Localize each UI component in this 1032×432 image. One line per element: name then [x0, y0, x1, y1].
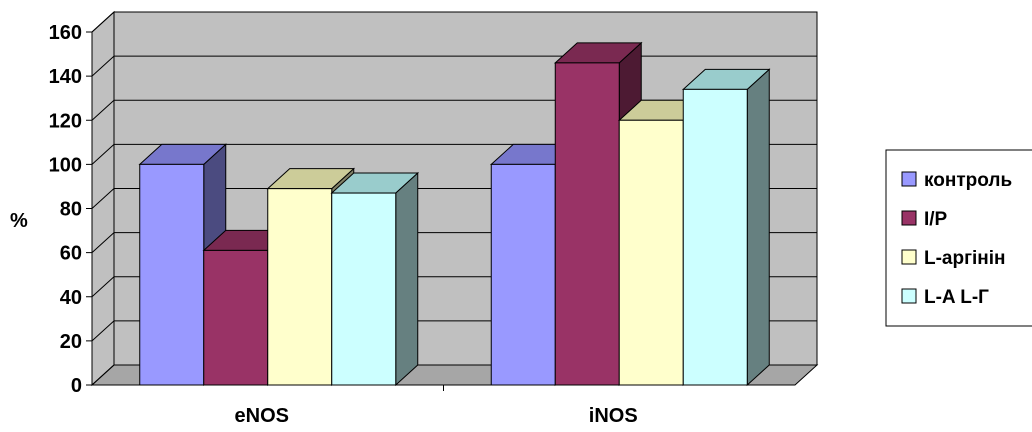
bars: [138, 41, 771, 387]
x-tick-label: iNOS: [589, 405, 638, 427]
bar-front: [331, 192, 397, 386]
y-tick-label: 140: [49, 66, 82, 88]
bar-front: [139, 163, 205, 386]
legend-item: L-A L-Г: [901, 287, 989, 308]
legend-swatch: [901, 249, 917, 265]
y-tick-label: 20: [60, 331, 82, 353]
bar-front: [618, 119, 684, 386]
legend-item: I/P: [901, 209, 948, 230]
bar: [330, 171, 420, 387]
y-tick-label: 0: [71, 375, 82, 397]
x-tick-label: eNOS: [235, 405, 289, 427]
bar-front: [554, 62, 620, 386]
legend: контроль I/P L-аргінін L-A L-Г: [885, 149, 1032, 327]
y-axis-label: %: [10, 210, 28, 232]
y-tick-label: 80: [60, 199, 82, 221]
y-tick-label: 100: [49, 154, 82, 176]
bar-front: [203, 249, 269, 386]
category-axis: eNOS iNOS: [235, 405, 638, 427]
legend-swatch: [901, 210, 917, 226]
bar-side: [395, 171, 419, 387]
y-tick-label: 120: [49, 110, 82, 132]
bar-front: [267, 188, 333, 386]
value-axis: 0 20 40 60 80 100 120 140 160: [49, 22, 795, 397]
y-tick-label: 40: [60, 287, 82, 309]
legend-label: L-аргінін: [924, 248, 1006, 269]
gridline: [91, 11, 817, 33]
legend-label: I/P: [924, 209, 948, 230]
legend-label: L-A L-Г: [924, 287, 989, 308]
legend-item: контроль: [901, 170, 1012, 191]
bar-front: [682, 88, 748, 386]
legend-swatch: [901, 288, 917, 304]
bar: [681, 68, 771, 387]
y-tick-label: 160: [49, 22, 82, 44]
bar-side: [746, 68, 770, 387]
legend-item: L-аргінін: [901, 248, 1006, 269]
bar-front: [490, 163, 556, 386]
legend-swatch: [901, 171, 917, 187]
y-tick-label: 60: [60, 243, 82, 265]
legend-label: контроль: [924, 170, 1012, 191]
